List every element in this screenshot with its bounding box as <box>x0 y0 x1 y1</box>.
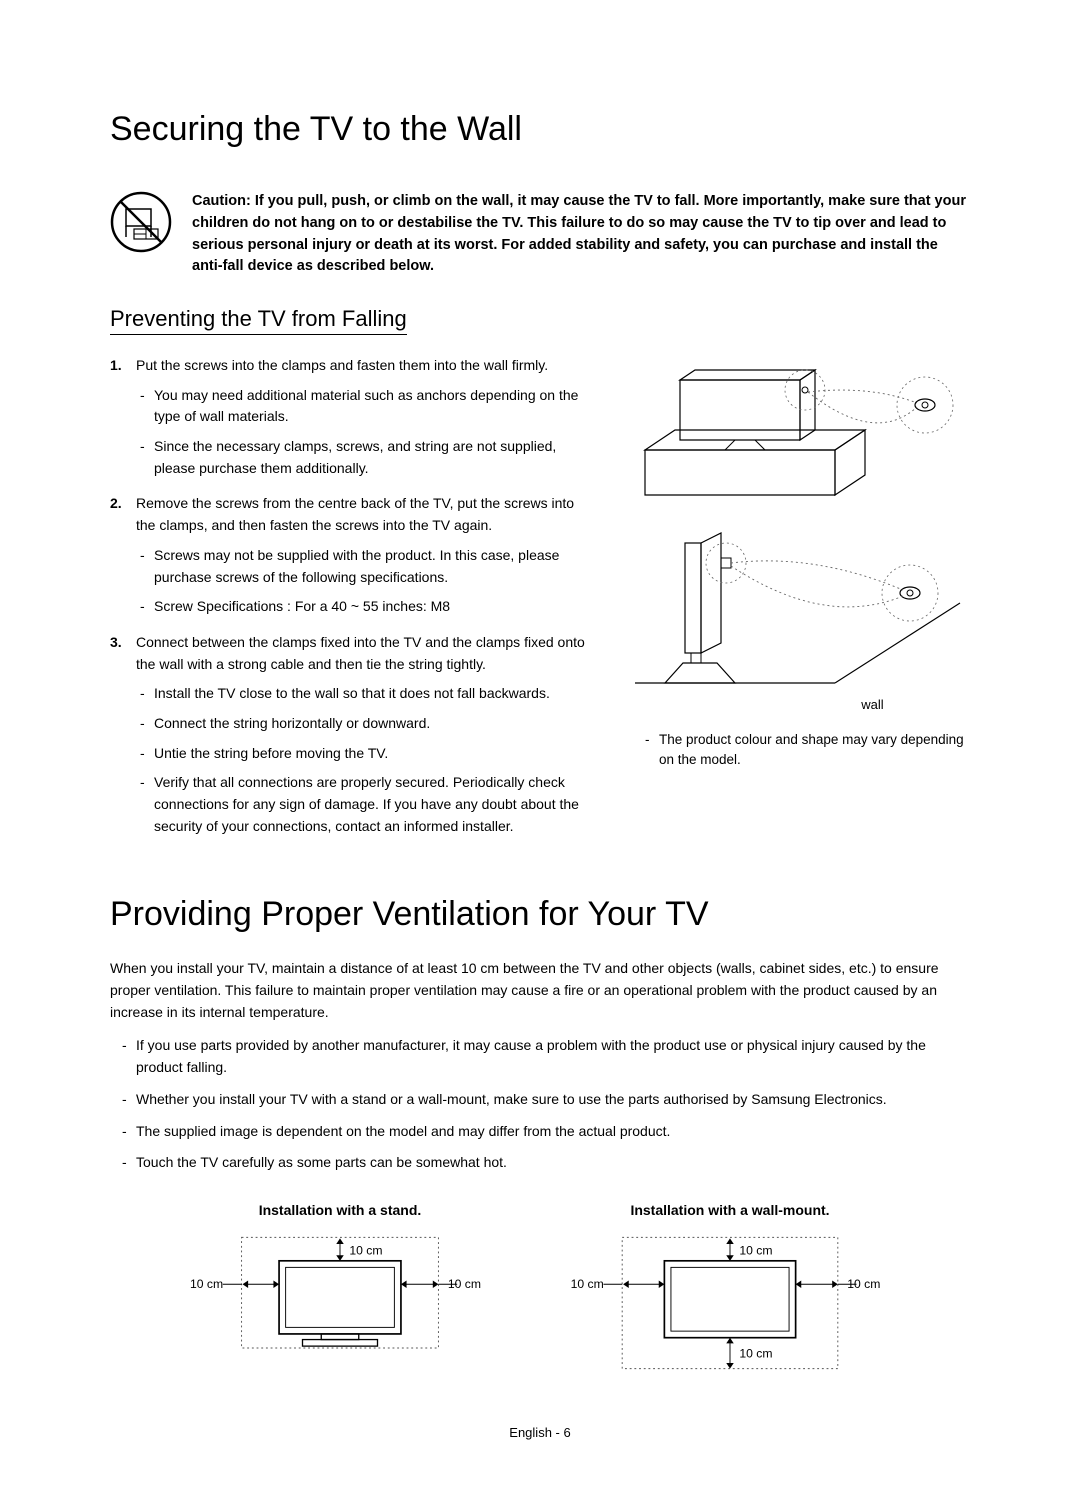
wall-left-label: 10 cm <box>571 1277 604 1291</box>
step-2-sub-0: Screws may not be supplied with the prod… <box>136 545 597 588</box>
section1-subheading: Preventing the TV from Falling <box>110 306 407 335</box>
diagram-wall: Installation with a wall-mount. 10 cm 10… <box>560 1202 900 1383</box>
section2-bullets: If you use parts provided by another man… <box>110 1035 970 1173</box>
step-3: Connect between the clamps fixed into th… <box>110 632 597 838</box>
diagram-stand: Installation with a stand. 10 cm 10 cm <box>180 1202 500 1383</box>
section2-bullet-0: If you use parts provided by another man… <box>110 1035 970 1078</box>
steps-list: Put the screws into the clamps and faste… <box>110 355 597 837</box>
step-2-text: Remove the screws from the centre back o… <box>136 495 574 533</box>
wall-right-label: 10 cm <box>847 1277 880 1291</box>
stand-top-label: 10 cm <box>349 1243 382 1257</box>
figure-wall-label: wall <box>775 697 970 712</box>
stand-left-label: 10 cm <box>190 1277 223 1291</box>
section2-bullet-3: Touch the TV carefully as some parts can… <box>110 1152 970 1174</box>
step-1-sub-1: Since the necessary clamps, screws, and … <box>136 436 597 479</box>
figure-tv-on-cabinet <box>625 355 970 510</box>
caution-text: Caution: If you pull, push, or climb on … <box>192 191 970 278</box>
page-footer: English - 6 <box>0 1425 1080 1440</box>
caution-no-climb-icon <box>110 191 172 253</box>
step-3-sub-0: Install the TV close to the wall so that… <box>136 683 597 705</box>
caution-block: Caution: If you pull, push, or climb on … <box>110 191 970 278</box>
wall-bottom-label: 10 cm <box>739 1346 772 1360</box>
step-3-sub-3: Verify that all connections are properly… <box>136 772 597 837</box>
stand-right-label: 10 cm <box>448 1277 481 1291</box>
step-3-sub-1: Connect the string horizontally or downw… <box>136 713 597 735</box>
step-1: Put the screws into the clamps and faste… <box>110 355 597 479</box>
section2-bullet-1: Whether you install your TV with a stand… <box>110 1089 970 1111</box>
figure-tv-side-wall: wall <box>625 528 970 712</box>
section2-bullet-2: The supplied image is dependent on the m… <box>110 1121 970 1143</box>
figure-note: The product colour and shape may vary de… <box>625 730 970 771</box>
diagram-stand-caption: Installation with a stand. <box>180 1202 500 1218</box>
section1-title: Securing the TV to the Wall <box>110 110 970 149</box>
wall-top-label: 10 cm <box>739 1243 772 1257</box>
step-3-text: Connect between the clamps fixed into th… <box>136 634 585 672</box>
step-1-text: Put the screws into the clamps and faste… <box>136 357 548 373</box>
step-2: Remove the screws from the centre back o… <box>110 493 597 617</box>
step-2-sub-1: Screw Specifications : For a 40 ~ 55 inc… <box>136 596 597 618</box>
diagram-wall-caption: Installation with a wall-mount. <box>560 1202 900 1218</box>
step-1-sub-0: You may need additional material such as… <box>136 385 597 428</box>
step-3-sub-2: Untie the string before moving the TV. <box>136 743 597 765</box>
section2-title: Providing Proper Ventilation for Your TV <box>110 895 970 934</box>
section2-intro: When you install your TV, maintain a dis… <box>110 958 970 1023</box>
